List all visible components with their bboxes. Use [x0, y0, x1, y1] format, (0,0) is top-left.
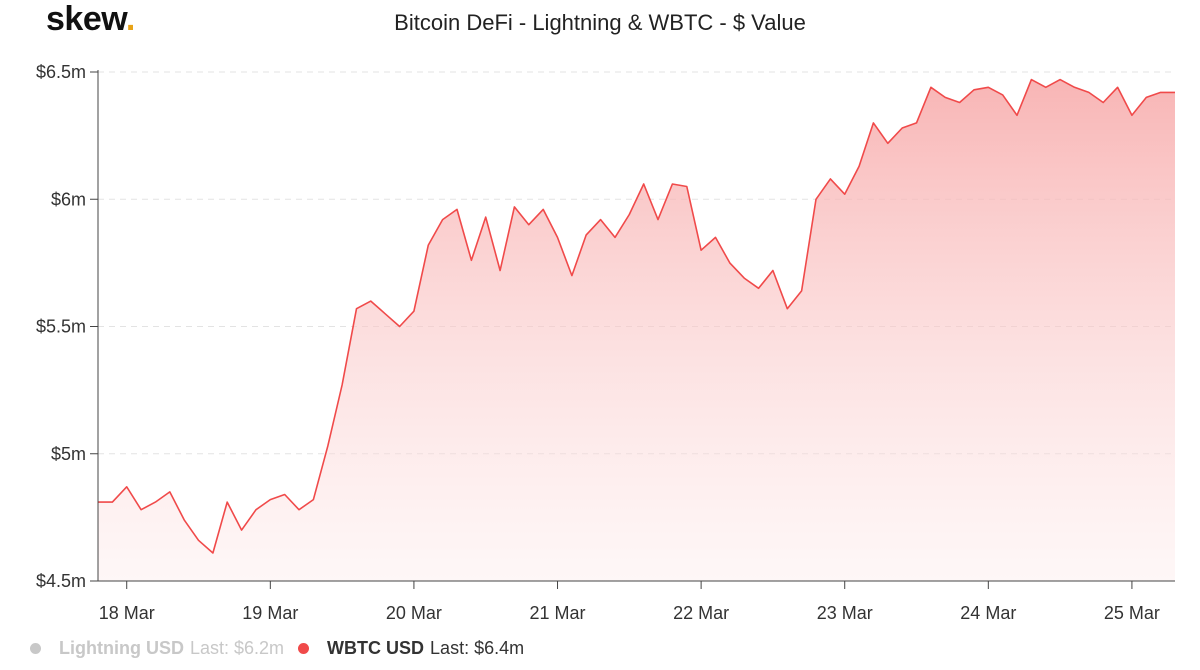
logo-text: skew	[46, 0, 126, 38]
x-tick-label: 24 Mar	[960, 603, 1016, 623]
logo-dot: .	[125, 0, 135, 38]
y-tick-label: $6m	[51, 189, 86, 209]
legend-wbtc-last: Last: $6.4m	[430, 638, 525, 658]
wbtc-area-fill	[98, 79, 1175, 581]
legend-wbtc-name: WBTC USD	[327, 638, 425, 658]
legend-dot-lightning	[30, 643, 41, 654]
x-tick-label: 20 Mar	[386, 603, 442, 623]
legend-item-wbtc[interactable]: WBTC USD Last: $6.4m	[298, 638, 524, 659]
wbtc-line	[98, 78, 1175, 554]
x-tick-label: 22 Mar	[673, 603, 729, 623]
legend-lightning-name: Lightning USD	[59, 638, 184, 658]
gridlines	[98, 71, 1175, 455]
wbtc-area	[98, 78, 1175, 581]
legend-dot-wbtc	[298, 643, 310, 654]
legend: Lightning USD Last: $6.2m WBTC USD Last:…	[30, 638, 538, 659]
axes	[97, 70, 1175, 582]
y-axis-ticks: $4.5m $5m $5.5m $6m $6.5m	[36, 62, 98, 591]
x-tick-label: 18 Mar	[99, 603, 155, 623]
skew-logo: skew.	[46, 0, 135, 39]
legend-item-lightning[interactable]: Lightning USD Last: $6.2m	[30, 638, 284, 659]
x-tick-label: 21 Mar	[530, 603, 586, 623]
chart-title: Bitcoin DeFi - Lightning & WBTC - $ Valu…	[394, 10, 806, 35]
y-tick-label: $6.5m	[36, 62, 86, 82]
y-tick-label: $4.5m	[36, 571, 86, 591]
y-tick-label: $5m	[51, 444, 86, 464]
x-tick-label: 25 Mar	[1104, 603, 1160, 623]
x-tick-label: 19 Mar	[242, 603, 298, 623]
x-axis-ticks: 18 Mar 19 Mar 20 Mar 21 Mar 22 Mar 23 Mar 24 M…	[99, 581, 1160, 623]
x-tick-label: 23 Mar	[817, 603, 873, 623]
y-tick-label: $5.5m	[36, 317, 86, 337]
legend-lightning-last: Last: $6.2m	[189, 638, 285, 658]
